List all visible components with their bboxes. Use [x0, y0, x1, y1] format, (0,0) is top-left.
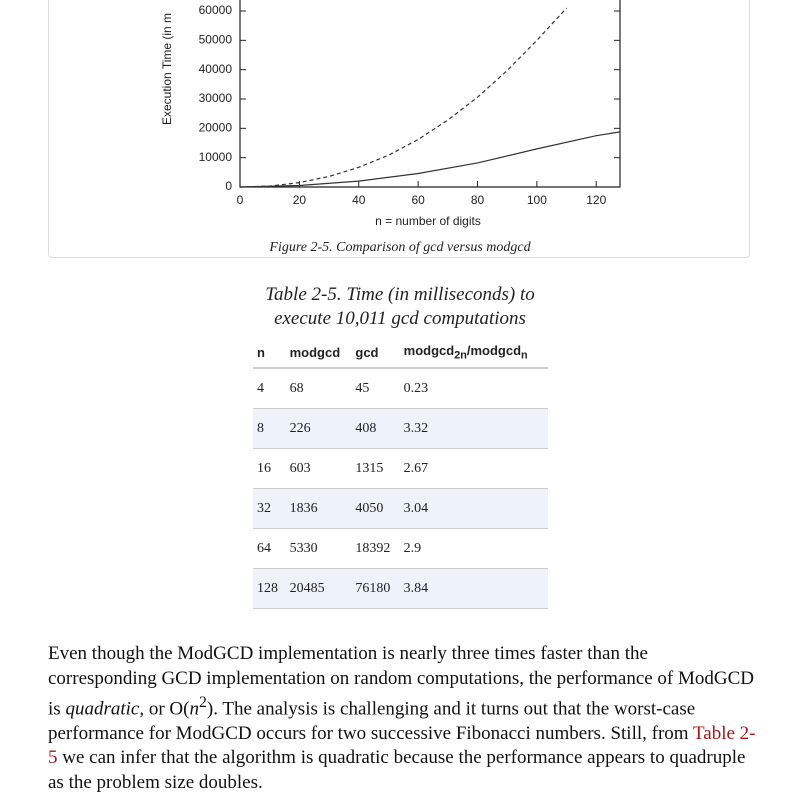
table-title: Table 2-5. Time (in milliseconds) to exe…	[265, 284, 535, 329]
table-row: 8 226 408 3.32	[253, 408, 548, 449]
text-run: n	[189, 698, 199, 720]
table-cell: 4050	[351, 488, 400, 529]
table-row: 128 20485 76180 3.84	[253, 568, 548, 609]
figure	[48, 0, 750, 258]
table-row: 16 603 1315 2.67	[253, 448, 548, 489]
subscript: 2n	[454, 349, 467, 362]
y-tick-label: 10000	[199, 150, 233, 164]
table-cell: 45	[351, 368, 400, 409]
x-tick-label: 0	[237, 193, 244, 207]
y-tick-label: 30000	[199, 91, 233, 105]
table-cell: 226	[285, 408, 352, 449]
table-cell: 408	[351, 408, 400, 449]
table-cell: 603	[285, 448, 352, 489]
line-series	[239, 7, 568, 188]
x-axis-label: n = number of digits	[375, 214, 481, 228]
table-cell: 2.67	[399, 448, 548, 489]
table-cell: 4	[253, 368, 286, 409]
paragraph: Even though the ModGCD implementation is…	[48, 642, 758, 795]
header-text: modgcd	[403, 342, 455, 358]
table-cell: 20485	[285, 568, 352, 609]
table-cell: 18392	[351, 528, 400, 569]
table-cell: 16	[253, 448, 286, 489]
text-run: , or O(	[139, 698, 190, 720]
header-cell: modgcd	[285, 337, 352, 369]
table-cell: 76180	[351, 568, 400, 609]
table-cell: 32	[253, 488, 286, 529]
text-run: we can infer that the algorithm is quadr…	[48, 747, 746, 793]
header-cell: modgcd2n/modgcdn	[399, 337, 548, 369]
link[interactable]: Table 2-5	[48, 722, 756, 769]
header-cell: n	[253, 337, 286, 369]
table-cell: 2.9	[399, 528, 548, 569]
data-table: n modgcd gcd modgcd2n/modgcdn 4 68 45 0.23 8 226 4…	[253, 337, 548, 609]
x-tick-label: 60	[411, 193, 425, 207]
header-cell: gcd	[351, 337, 400, 369]
figure-caption: Figure 2-5. Comparison of gcd versus mod…	[269, 240, 531, 255]
y-tick-label: 50000	[199, 33, 233, 47]
header-text: /modgcd	[466, 342, 522, 358]
line-series	[239, 131, 621, 188]
table-cell: 3.84	[399, 568, 548, 609]
table-cell: 1836	[285, 488, 352, 529]
text-run: Even though the ModGCD implementation is…	[48, 643, 755, 720]
chart: Execution Time (in m n = number of digit…	[160, 0, 621, 228]
x-tick-label: 20	[293, 193, 307, 207]
y-tick-label: 60000	[199, 3, 233, 17]
table-row: 64 5330 18392 2.9	[253, 528, 548, 569]
table-cell: 3.32	[399, 408, 548, 449]
text-run: 2	[198, 694, 207, 711]
table-cell: 68	[285, 368, 352, 409]
table-cell: 64	[253, 528, 286, 569]
table-cell: 8	[253, 408, 286, 449]
table-cell: 128	[253, 568, 286, 609]
text-run: ). The analysis is challenging and it tu…	[48, 698, 696, 744]
y-axis-label: Execution Time (in m	[160, 13, 174, 125]
x-tick-label: 80	[471, 193, 485, 207]
subscript: n	[521, 349, 528, 362]
table-cell: 3.04	[399, 488, 548, 529]
table-row: 32 1836 4050 3.04	[253, 488, 548, 529]
table-cell: 1315	[351, 448, 400, 489]
y-tick-label: 40000	[199, 62, 233, 76]
table-cell: 5330	[285, 528, 352, 569]
text-run: quadratic	[65, 698, 140, 720]
table-cell: 0.23	[399, 368, 548, 409]
axis-frame	[239, 0, 621, 188]
y-tick-label: 20000	[199, 121, 233, 135]
x-tick-label: 120	[586, 193, 606, 207]
y-tick-label: 0	[225, 179, 232, 193]
header-row: n modgcd gcd modgcd2n/modgcdn	[253, 337, 548, 369]
table-row: 4 68 45 0.23	[253, 368, 548, 409]
x-tick-label: 40	[352, 193, 366, 207]
x-tick-label: 100	[527, 193, 547, 207]
